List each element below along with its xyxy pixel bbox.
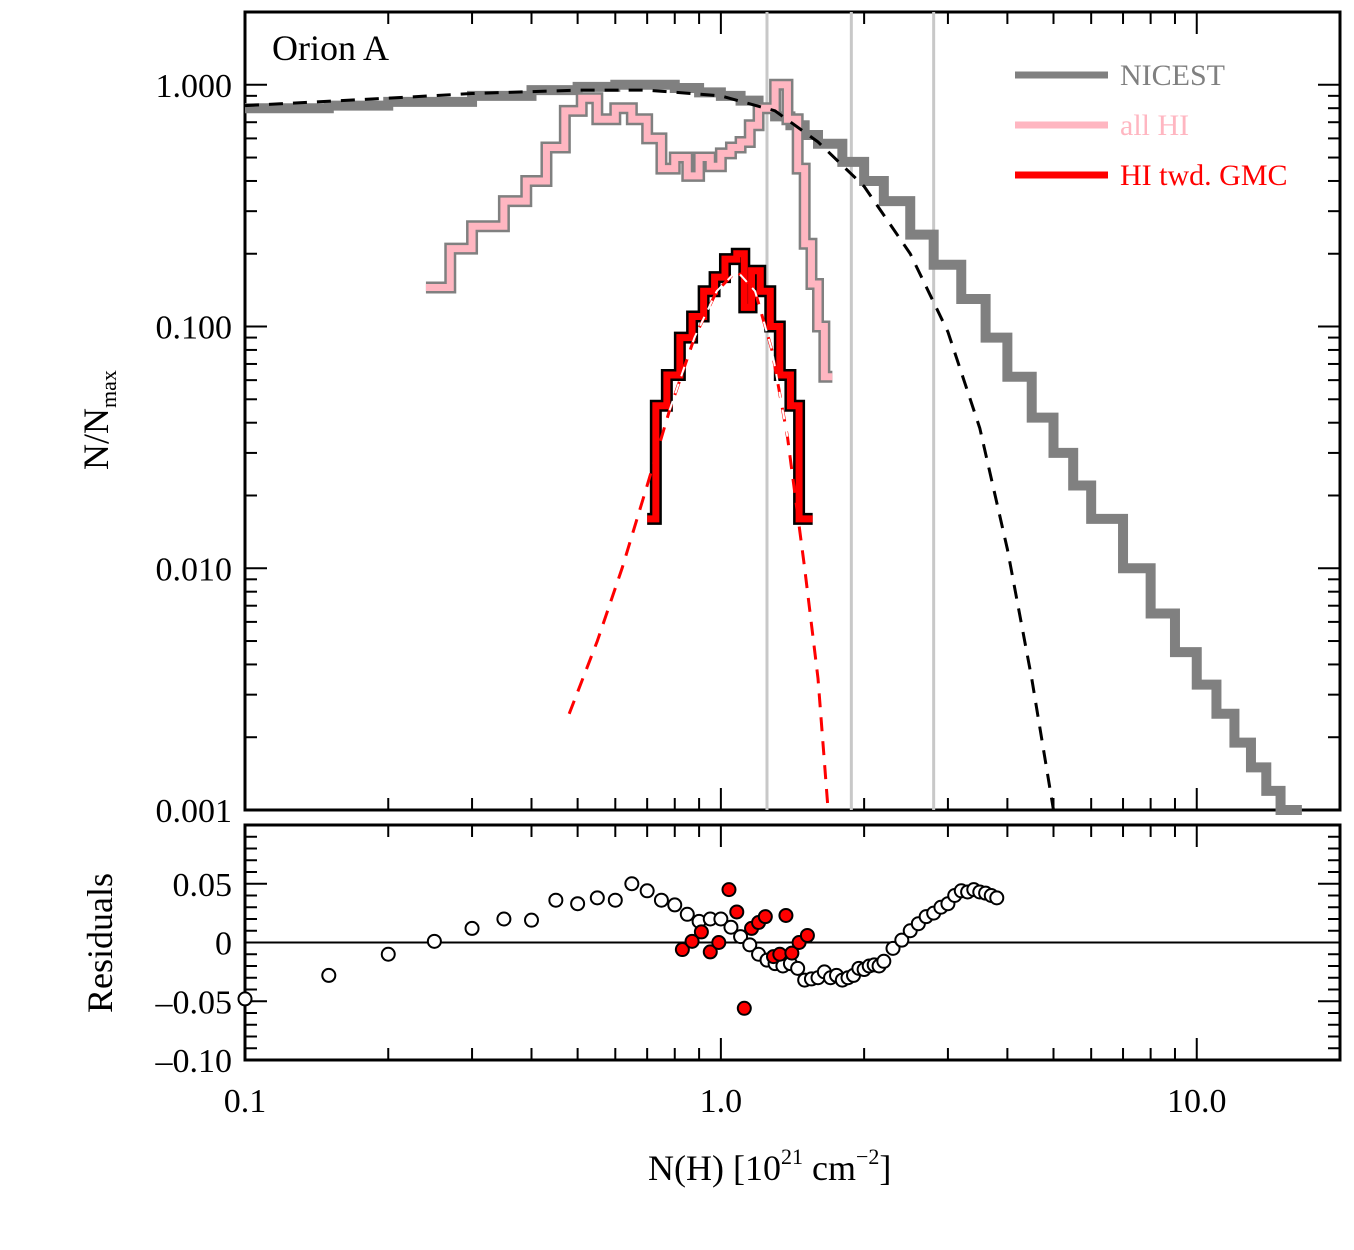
nicest-residual-point — [742, 937, 758, 953]
hi-gmc-residual-point — [778, 907, 794, 923]
nicest-residual-point — [607, 892, 623, 908]
series-hi-twd-gmc-fit — [567, 268, 830, 811]
panel-label: Orion A — [272, 28, 389, 68]
hi-gmc-residual-point — [799, 927, 815, 943]
nicest-residual-point — [679, 906, 695, 922]
x-axis-title: N(H) [1021 cm−2] — [648, 1144, 891, 1188]
hi-gmc-residual-point — [721, 882, 737, 898]
x-title-sup2: −2 — [856, 1144, 879, 1169]
legend-label-0: NICEST — [1120, 59, 1225, 92]
axis-tick-labels: 0.1 1.0 10.0 0.001 0.010 0.100 1.000 –0.10 –0.05… — [155, 68, 1227, 1120]
nicest-residual-point — [876, 953, 892, 969]
nicest-residual-point — [624, 876, 640, 892]
top-ylabel-main: N/N — [76, 408, 116, 470]
series-hi-twd-gmc — [647, 250, 813, 523]
top-panel-frame — [243, 10, 1342, 812]
hi-gmc-residual-point — [757, 909, 773, 925]
nicest-residual-point — [321, 967, 337, 983]
top-y-tick-label: 1.000 — [156, 68, 233, 105]
top-ylabel: N/Nmax — [76, 370, 121, 470]
nicest-residual-point — [653, 892, 669, 908]
nicest-residual-point — [464, 920, 480, 936]
bottom-ylabel: Residuals — [80, 873, 120, 1013]
top-panel-series — [244, 78, 1302, 815]
nicest-residual-point — [713, 911, 729, 927]
series-all-hi-outline — [425, 78, 833, 383]
vertical-reference-lines — [765, 12, 936, 810]
nicest-residual-point — [639, 883, 655, 899]
top-ylabel-sub: max — [96, 370, 121, 408]
bottom-panel-series — [237, 876, 1340, 1016]
nicest-residual-point — [790, 960, 806, 976]
x-title-prefix: N(H) [10 — [648, 1148, 781, 1188]
hi-gmc-residual-point — [711, 935, 727, 950]
hi-gmc-residual-point — [772, 946, 788, 962]
legend-label-1: all HI — [1120, 109, 1189, 142]
nicest-residual-point — [894, 932, 910, 948]
series-all-hi — [425, 81, 833, 381]
bottom-y-tick-label: 0.05 — [173, 867, 233, 904]
nicest-residual-point — [380, 946, 396, 962]
bottom-y-tick-label: –0.05 — [155, 984, 233, 1021]
hi-gmc-residual-point — [702, 944, 718, 960]
nicest-residual-point — [426, 933, 442, 949]
nicest-residual-point — [524, 912, 540, 928]
top-y-tick-label: 0.010 — [156, 551, 233, 588]
nicest-residual-point — [723, 919, 739, 935]
series-nicest — [245, 79, 1302, 815]
x-title-sup1: 21 — [781, 1144, 803, 1169]
series-gmc-fit-highlight — [668, 269, 789, 437]
nicest-residual-point — [570, 896, 586, 912]
x-tick-label: 0.1 — [224, 1083, 267, 1120]
nicest-residual-point — [733, 929, 749, 945]
hi-gmc-residual-point — [684, 933, 700, 949]
nicest-residual-point — [237, 991, 253, 1007]
series-nicest-fit — [244, 88, 1055, 811]
legend-label-2: HI twd. GMC — [1120, 159, 1288, 192]
hi-gmc-residual-point — [674, 942, 690, 958]
top-y-tick-label: 0.001 — [156, 793, 233, 830]
bottom-y-tick-label: 0 — [215, 926, 232, 963]
x-tick-label: 10.0 — [1167, 1083, 1227, 1120]
nicest-residual-point — [496, 911, 512, 927]
nicest-residual-point — [589, 890, 605, 906]
nicest-residual-point — [667, 897, 683, 913]
bottom-y-tick-label: –0.10 — [155, 1043, 233, 1080]
x-title-suffix: ] — [879, 1148, 891, 1188]
hi-gmc-residual-point — [693, 924, 709, 940]
top-y-tick-label: 0.100 — [156, 310, 233, 347]
hi-gmc-residual-point — [736, 1000, 752, 1016]
hi-gmc-residual-point — [784, 945, 800, 961]
hi-gmc-residual-point — [729, 904, 745, 920]
nicest-residual-point — [989, 890, 1005, 906]
x-title-mid: cm — [803, 1148, 856, 1188]
legend: NICEST all HI HI twd. GMC — [1015, 59, 1288, 192]
x-tick-label: 1.0 — [700, 1083, 743, 1120]
axis-ticks — [244, 11, 1341, 1061]
nicest-residual-point — [548, 892, 564, 908]
